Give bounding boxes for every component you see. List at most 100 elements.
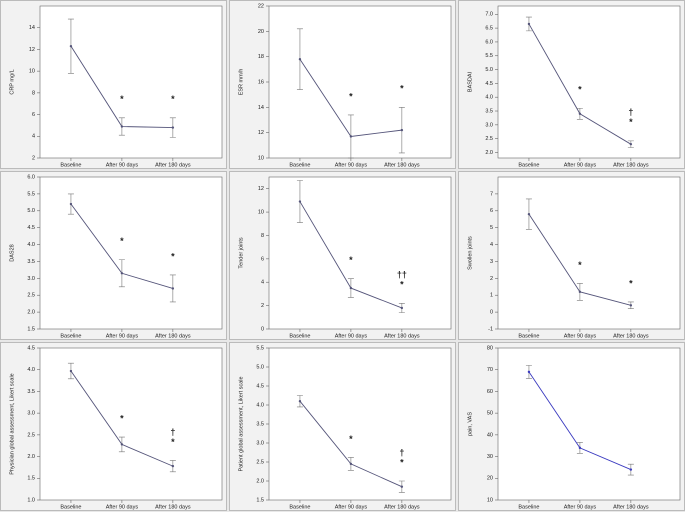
y-tick-label: 20: [258, 29, 264, 35]
y-tick-label: 1: [490, 293, 493, 299]
data-point: [120, 125, 124, 128]
y-tick-label: 70: [487, 367, 493, 373]
x-tick-label: After 90 days: [564, 333, 597, 339]
y-tick-label: 14: [29, 25, 35, 31]
y-tick-label: 4: [32, 134, 35, 140]
y-tick-label: 4.0: [27, 242, 35, 248]
y-tick-label: 4.0: [27, 367, 35, 373]
y-tick-label: 0: [261, 326, 264, 332]
y-tick-label: 12: [258, 130, 264, 136]
x-tick-label: After 90 days: [335, 333, 368, 339]
data-point: [400, 485, 404, 488]
y-tick-label: 5.5: [27, 191, 35, 197]
data-point: [629, 142, 633, 146]
significance-marker: *: [171, 251, 175, 261]
y-tick-label: 3.0: [27, 411, 35, 417]
y-tick-label: 12: [258, 186, 264, 192]
y-tick-label: 6: [261, 256, 264, 262]
y-tick-label: 7: [490, 191, 493, 197]
y-tick-label: 5.0: [256, 364, 264, 370]
y-tick-label: 6: [490, 208, 493, 214]
y-tick-label: 2.5: [485, 136, 493, 142]
significance-marker: †: [628, 107, 633, 117]
y-tick-label: 80: [487, 345, 493, 351]
significance-marker: *: [171, 94, 175, 104]
significance-marker: *: [578, 85, 582, 95]
data-point: [400, 306, 404, 310]
x-tick-label: Baseline: [518, 333, 539, 339]
data-point: [527, 22, 531, 26]
y-axis-label: Physician global assessment, Likert scal…: [9, 373, 15, 475]
y-tick-label: 6.5: [485, 26, 493, 32]
y-tick-label: 8: [32, 90, 35, 96]
x-tick-label: Baseline: [289, 333, 310, 339]
x-tick-label: Baseline: [518, 504, 539, 510]
significance-marker: *: [400, 457, 404, 467]
y-tick-label: 7.0: [485, 12, 493, 18]
y-tick-label: 40: [487, 432, 493, 438]
y-tick-label: 3.5: [27, 389, 35, 395]
y-tick-label: 20: [487, 476, 493, 482]
y-tick-label: 4: [261, 280, 264, 286]
data-point: [171, 464, 175, 468]
y-tick-label: 2.0: [485, 150, 493, 156]
data-point: [171, 126, 175, 129]
y-axis-label: BASDAI: [467, 71, 473, 92]
plot-area: [268, 5, 452, 159]
y-tick-label: 4.5: [27, 345, 35, 351]
data-point: [298, 200, 302, 203]
x-tick-label: After 90 days: [106, 162, 139, 168]
x-tick-label: Baseline: [60, 333, 81, 339]
data-point: [578, 290, 582, 294]
data-point: [120, 272, 124, 275]
data-point: [120, 443, 124, 446]
y-tick-label: 2.0: [256, 478, 264, 484]
significance-marker: *: [578, 260, 582, 270]
y-tick-label: 60: [487, 389, 493, 395]
y-axis-label: Swollen joints: [467, 236, 473, 270]
y-tick-label: 0: [490, 310, 493, 316]
y-tick-label: 18: [258, 54, 264, 60]
y-tick-label: 5.5: [485, 53, 493, 59]
y-tick-label: 16: [258, 79, 264, 85]
y-tick-label: 1.5: [27, 476, 35, 482]
y-axis-label: ESR mm/h: [238, 69, 244, 96]
y-tick-label: 6.0: [27, 174, 35, 180]
data-point: [349, 135, 353, 138]
data-point: [171, 287, 175, 290]
plot-area: [497, 347, 681, 501]
y-tick-label: 3.5: [256, 421, 264, 427]
x-tick-label: After 90 days: [335, 162, 368, 168]
significance-marker: *: [629, 117, 633, 127]
y-tick-label: 1.5: [27, 326, 35, 332]
y-tick-label: 3.0: [485, 122, 493, 128]
y-tick-label: 1.0: [27, 497, 35, 503]
y-tick-label: 5.0: [485, 67, 493, 73]
significance-marker: *: [400, 84, 404, 94]
x-tick-label: After 180 days: [613, 333, 649, 339]
data-point: [527, 370, 531, 374]
significance-marker: *: [349, 434, 353, 444]
x-tick-label: After 90 days: [335, 504, 368, 510]
y-axis-label: pain, VAS: [467, 412, 473, 436]
y-tick-label: 10: [29, 69, 35, 75]
y-tick-label: 2.0: [27, 310, 35, 316]
x-tick-label: After 180 days: [384, 333, 420, 339]
x-tick-label: After 180 days: [155, 333, 191, 339]
plot-area: [39, 176, 223, 330]
y-tick-label: 2.5: [27, 432, 35, 438]
y-tick-label: 6: [32, 112, 35, 118]
x-tick-label: Baseline: [518, 162, 539, 168]
significance-marker: *: [171, 437, 175, 447]
y-tick-label: 4: [490, 242, 493, 248]
y-tick-label: 2: [32, 155, 35, 161]
y-tick-label: 22: [258, 3, 264, 9]
y-tick-label: 14: [258, 105, 264, 111]
data-point: [69, 369, 73, 373]
y-tick-label: 2: [261, 303, 264, 309]
x-tick-label: Baseline: [60, 504, 81, 510]
plot-area: [39, 5, 223, 159]
x-tick-label: After 90 days: [564, 162, 597, 168]
significance-marker: *: [629, 278, 633, 288]
y-tick-label: 4.0: [485, 95, 493, 101]
